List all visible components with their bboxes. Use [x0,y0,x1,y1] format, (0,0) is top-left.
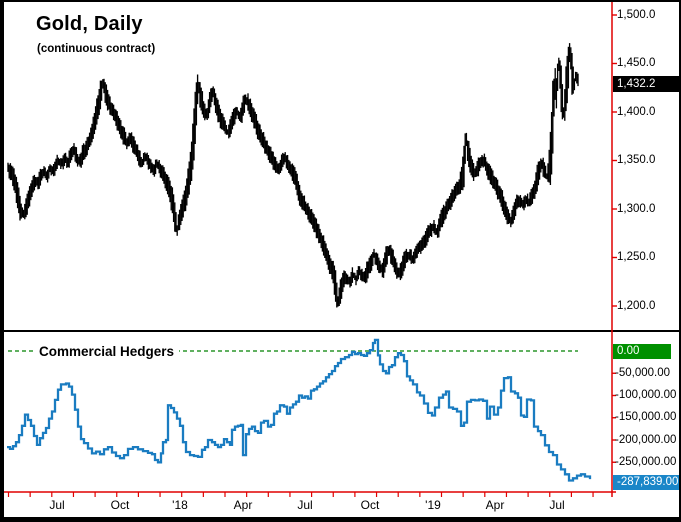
hedgers-panel-title: Commercial Hedgers [34,344,180,359]
chart-subtitle: (continuous contract) [37,43,156,55]
price-axis-label: 1,250.0 [617,251,656,263]
zero-value-badge: 0.00 [613,344,671,359]
last-price-badge: 1,432.2 [613,75,679,92]
time-axis-label: Jul [49,498,65,512]
time-axis-label: '18 [172,498,188,512]
time-axis-label: Jul [297,498,313,512]
hedgers-axis-label: -50,000.00 [615,366,670,379]
time-axis-label: Oct [110,498,130,512]
price-axis-label: 1,300.0 [617,202,656,215]
price-axis-label: 1,350.0 [617,154,656,166]
hedgers-axis-label: -100,000.00 [615,389,677,401]
price-axis-label: 1,450.0 [617,57,656,69]
time-axis-label: '19 [425,498,441,512]
time-axis-label: Oct [360,498,380,512]
price-axis-label: 1,500.0 [617,8,656,21]
hedgers-axis-label: -250,000.00 [615,455,677,468]
hedgers-axis-label: -150,000.00 [615,411,677,424]
price-axis-label: 1,200.0 [617,299,656,312]
time-axis-label: Apr [485,498,505,512]
price-bars-series [7,43,579,308]
time-axis-label: Apr [233,498,253,512]
time-axis-label: Jul [549,498,565,512]
hedgers-last-value-badge: -287,839.00 [613,475,679,491]
price-axis-label: 1,400.0 [617,105,656,118]
hedgers-axis-label: -200,000.00 [615,433,677,446]
hedgers-step-line [7,338,592,482]
chart-title: Gold, Daily [36,13,143,35]
